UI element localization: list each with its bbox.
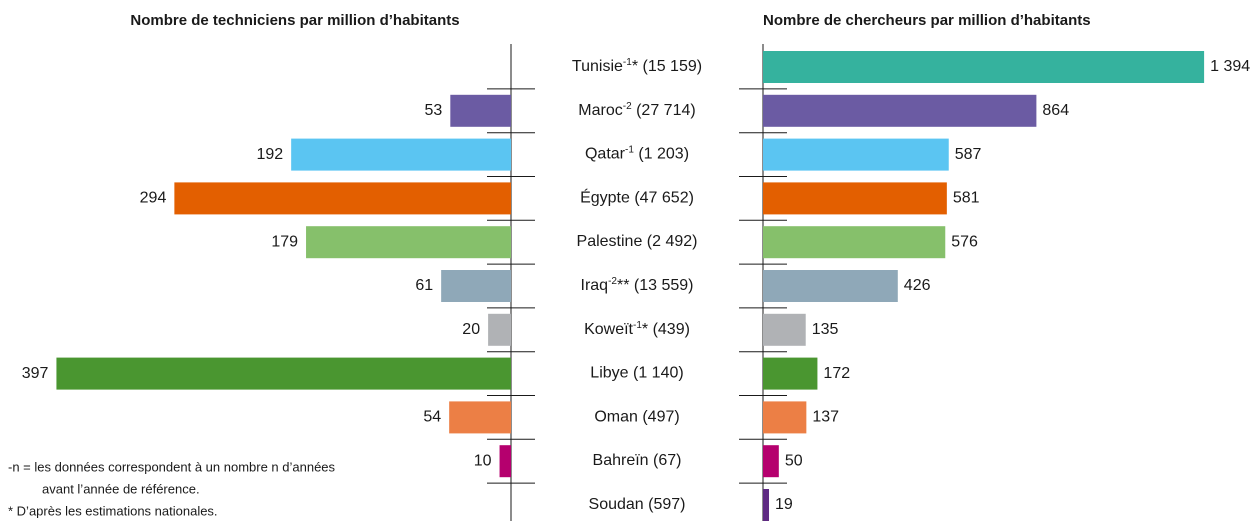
bar (763, 51, 1205, 83)
category-name: Maroc (578, 102, 622, 119)
bar (306, 226, 511, 259)
category-note: (497) (638, 409, 680, 426)
bar (763, 313, 806, 346)
category-label: Iraq-2** (13 559) (581, 276, 694, 295)
value-label: 192 (256, 146, 283, 163)
bar (56, 357, 512, 390)
category-name: Libye (590, 365, 628, 382)
value-label: 581 (953, 190, 980, 207)
category-note: (597) (644, 496, 686, 513)
bar (291, 138, 511, 171)
category-sup: -2 (623, 100, 632, 111)
category-label: Tunisie-1* (15 159) (572, 57, 702, 76)
bar (441, 270, 511, 302)
category-name: Soudan (589, 496, 644, 513)
value-label: 19 (775, 496, 793, 513)
bar (174, 182, 511, 215)
category-sup: -1 (625, 144, 634, 155)
category-label: Égypte (47 652) (580, 188, 694, 207)
value-label: 587 (955, 146, 982, 163)
bar (450, 94, 511, 127)
value-label: 61 (415, 277, 433, 294)
category-name: Qatar (585, 146, 626, 163)
category-label: Qatar-1 (1 203) (585, 144, 689, 163)
value-label: 135 (812, 321, 839, 338)
footnote: avant l’année de référence. (42, 481, 200, 496)
value-label: 179 (271, 233, 298, 250)
right-title: Nombre de chercheurs par million d’habit… (763, 12, 1091, 29)
left-title: Nombre de techniciens par million d’habi… (130, 12, 459, 29)
bar (763, 357, 818, 390)
value-label: 864 (1042, 102, 1069, 119)
bar (763, 489, 770, 521)
bar (763, 226, 946, 259)
category-name: Égypte (580, 188, 630, 207)
category-note: (2 492) (642, 233, 697, 250)
category-label: Oman (497) (594, 409, 679, 426)
category-sup: -1 (633, 319, 642, 330)
value-label: 397 (22, 365, 49, 382)
value-label: 137 (812, 409, 839, 426)
value-label: 294 (140, 190, 167, 207)
bar (763, 401, 807, 434)
category-label: Koweït-1* (439) (584, 319, 690, 338)
value-label: 172 (823, 365, 850, 382)
category-note: * (15 159) (632, 58, 702, 75)
value-label: 50 (785, 452, 803, 469)
bar (763, 94, 1037, 127)
value-label: 20 (462, 321, 480, 338)
category-note: (47 652) (630, 190, 694, 207)
value-label: 53 (425, 102, 443, 119)
bar (499, 445, 511, 478)
category-name: Bahreïn (593, 452, 649, 469)
category-name: Palestine (577, 233, 643, 250)
bar (488, 313, 511, 346)
value-label: 1 394 (1210, 58, 1250, 75)
category-note: (27 714) (632, 102, 696, 119)
category-note: (1 203) (634, 146, 689, 163)
value-label: 576 (951, 233, 978, 250)
category-note: (67) (649, 452, 682, 469)
category-sup: -2 (608, 276, 617, 287)
bar (763, 270, 898, 302)
category-note: (1 140) (629, 365, 684, 382)
value-label: 54 (423, 409, 441, 426)
bar (449, 401, 511, 434)
bar (763, 138, 949, 171)
value-label: 10 (474, 452, 492, 469)
category-label: Libye (1 140) (590, 365, 683, 382)
category-name: Koweït (584, 321, 633, 338)
bar (763, 182, 947, 215)
category-name: Tunisie (572, 58, 623, 75)
value-label: 426 (904, 277, 931, 294)
category-sup: -1 (623, 57, 632, 68)
category-label: Palestine (2 492) (577, 233, 698, 250)
category-name: Iraq (581, 277, 609, 294)
footnote: * D’après les estimations nationales. (8, 503, 218, 518)
footnote: -n = les données correspondent à un nomb… (8, 459, 336, 474)
category-name: Oman (594, 409, 638, 426)
category-label: Bahreïn (67) (593, 452, 682, 469)
category-note: * (439) (642, 321, 690, 338)
category-label: Maroc-2 (27 714) (578, 100, 695, 119)
category-note: ** (13 559) (617, 277, 694, 294)
bar (763, 445, 779, 478)
category-label: Soudan (597) (589, 496, 686, 513)
